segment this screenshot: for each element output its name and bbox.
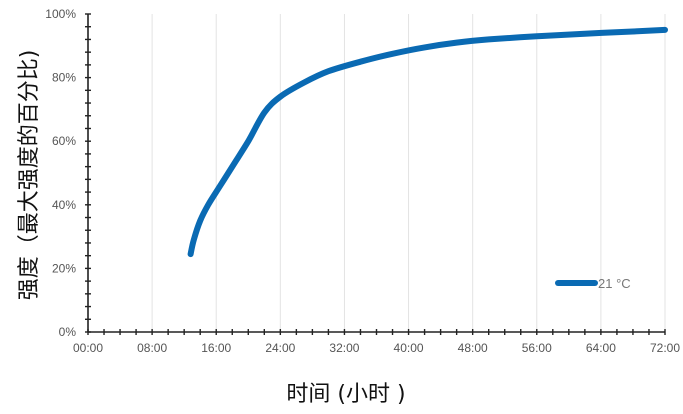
y-axis-title: 强度（最大强度的百分比): [17, 50, 42, 301]
y-tick-label: 60%: [52, 134, 76, 148]
x-tick-label: 24:00: [265, 341, 295, 355]
x-tick-label: 64:00: [586, 341, 616, 355]
x-tick-label: 32:00: [329, 341, 359, 355]
y-tick-label: 20%: [52, 261, 76, 275]
y-tick-labels: 0% 20% 40% 60% 80% 100%: [45, 7, 76, 339]
series-line: [187, 26, 668, 258]
legend: 21 °C: [555, 276, 631, 291]
y-tick-label: 40%: [52, 198, 76, 212]
x-tick-label: 56:00: [522, 341, 552, 355]
tick-marks: [85, 13, 666, 335]
legend-label: 21 °C: [598, 276, 631, 291]
x-tick-label: 40:00: [394, 341, 424, 355]
x-axis-title: 时间 (小时 ): [286, 382, 405, 407]
y-tick-label: 0%: [59, 325, 77, 339]
x-tick-label: 00:00: [73, 341, 103, 355]
x-tick-label: 72:00: [650, 341, 680, 355]
series-group: [187, 26, 668, 258]
y-tick-label: 80%: [52, 71, 76, 85]
y-tick-label: 100%: [45, 7, 76, 21]
x-tick-label: 16:00: [201, 341, 231, 355]
x-tick-label: 48:00: [458, 341, 488, 355]
x-tick-label: 08:00: [137, 341, 167, 355]
x-tick-labels: 00:00 08:00 16:00 24:00 32:00 40:00 48:00 56:00…: [73, 341, 680, 355]
